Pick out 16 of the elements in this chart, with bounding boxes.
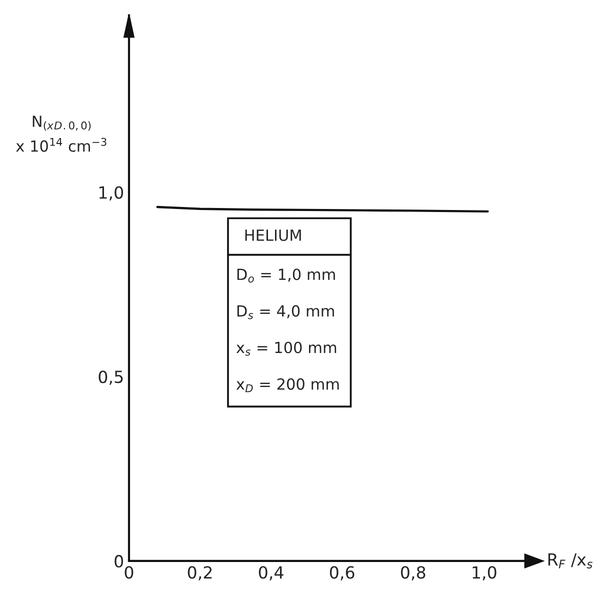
y-tick-label: 0 bbox=[114, 554, 124, 568]
annotation: x$_{s}$ = 100 mm bbox=[236, 342, 336, 356]
annotation: x$_{D}$ = 200 mm bbox=[236, 378, 339, 392]
y-tick-label: 1,0 bbox=[99, 186, 124, 201]
y-tick-label: 0,5 bbox=[98, 370, 123, 385]
x-tick-label: 0,4 bbox=[258, 566, 284, 580]
x-axis-title: R$_{F}$ /x$_{s}$ bbox=[548, 553, 592, 568]
x-tick-label: 0 bbox=[124, 566, 134, 579]
y-axis-title: N$_{(xD.0,0)}$ x 10$^{14}$ cm$^{−3}$ bbox=[16, 116, 106, 152]
x-tick-label: 0,2 bbox=[188, 566, 212, 580]
annotation: D$_{o}$ = 1,0 mm bbox=[237, 268, 335, 283]
annotation: D$_{s}$ = 4,0 mm bbox=[237, 305, 334, 320]
x-tick-label: 0,6 bbox=[330, 566, 354, 580]
x-tick-label: 0,8 bbox=[400, 566, 426, 580]
annotation: HELIUM bbox=[245, 230, 301, 241]
x-tick-label: 1,0 bbox=[472, 566, 496, 580]
